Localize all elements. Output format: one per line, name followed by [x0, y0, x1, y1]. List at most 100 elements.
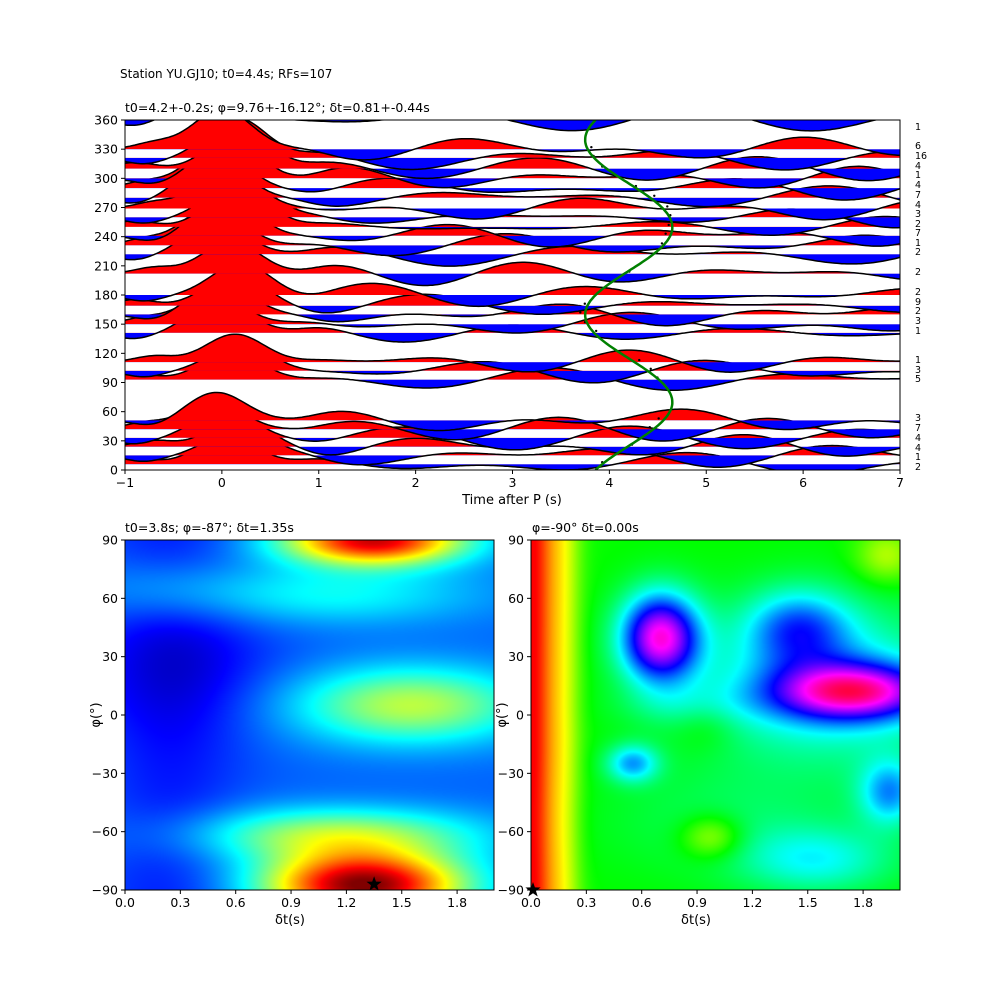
- trace-marker: [649, 367, 652, 371]
- rf-y-tick-label: 360: [94, 113, 118, 128]
- misfit-panel-left: t0=3.8s; φ=-87°; δt=1.35s 0.0 0.3 0.6 0.9 1.…: [89, 520, 495, 928]
- trace-negative-fill: [125, 362, 900, 373]
- trace-negative-fill: [125, 370, 900, 383]
- heatmap-x-tick-label: 1.8: [447, 895, 467, 910]
- trace-count-label: 1: [915, 355, 921, 366]
- rf-y-tick-label: 330: [94, 142, 118, 157]
- heatmap-x-tick-label: 1.5: [392, 895, 412, 910]
- trace-marker: [590, 145, 593, 149]
- heatmap-x-tick-label: 0.3: [170, 895, 190, 910]
- trace-positive-fill: [125, 138, 900, 179]
- trace-negative-fill: [125, 254, 900, 267]
- heatmap-y-tick-label: −90: [498, 883, 524, 898]
- rf-y-tick-label: 60: [102, 404, 118, 419]
- trace-marker: [660, 242, 664, 245]
- rf-x-tick-label: 0: [218, 475, 226, 490]
- t0-curve-layer: [583, 120, 674, 470]
- trace-positive-fill: [125, 392, 900, 421]
- trace-negative-fill: [323, 245, 797, 256]
- trace-count-label: 1: [915, 122, 921, 133]
- trace-negative-fill: [125, 332, 900, 343]
- trace-negative-fill: [373, 273, 900, 286]
- rf-x-tick-label: −1: [116, 475, 134, 490]
- heatmap-x-tick-label: 0.6: [226, 895, 246, 910]
- heatmap-x-tick-label: 1.2: [742, 895, 762, 910]
- heatmap-y-tick-label: 90: [102, 533, 118, 548]
- trace-negative-fill: [125, 208, 900, 220]
- best-fit-star: [525, 882, 541, 897]
- trace-negative-fill: [125, 455, 778, 468]
- trace-line: [125, 120, 900, 171]
- trace-line: [125, 120, 879, 132]
- trace-negative-fill: [125, 217, 900, 228]
- rf-y-tick-label: 210: [94, 258, 118, 273]
- trace-count-label: 9: [915, 297, 921, 308]
- rf-x-tick-label: 1: [315, 475, 323, 490]
- rf-x-label: Time after P (s): [461, 493, 562, 508]
- trace-marker: [657, 417, 660, 420]
- right-x-label: δt(s): [681, 913, 711, 928]
- rf-x-tick-label: 4: [605, 475, 613, 490]
- left-best-star: [366, 876, 382, 891]
- left-y-axis: 90 60 30 0 −30 −60 −90: [92, 533, 125, 898]
- trace-count-label: 2: [915, 219, 921, 230]
- trace-count-label: 3: [915, 413, 921, 424]
- heatmap-y-tick-label: −90: [92, 883, 118, 898]
- trace-count-label: 1: [915, 326, 921, 337]
- trace-line: [125, 120, 900, 161]
- trace-count-label: 7: [915, 228, 921, 239]
- trace-count-label: 2: [915, 247, 921, 258]
- trace-marker: [594, 329, 598, 333]
- heatmap-y-tick-label: 0: [516, 708, 524, 723]
- trace-marker: [666, 205, 669, 208]
- t0-curve: [583, 120, 674, 470]
- heatmap-x-tick-label: 0.0: [115, 895, 135, 910]
- figure-title: Station YU.GJ10; t0=4.4s; RFs=107: [120, 67, 333, 81]
- trace-count-label: 4: [915, 443, 921, 454]
- trace-marker: [664, 232, 667, 235]
- rf-y-tick-label: 90: [102, 375, 118, 390]
- rf-traces: [125, 120, 900, 470]
- trace-count-label: 4: [915, 161, 921, 172]
- rf-x-tick-label: 2: [412, 475, 420, 490]
- trace-count-label: 1: [915, 238, 921, 249]
- trace-line: [125, 333, 900, 373]
- trace-line: [125, 391, 900, 432]
- trace-count-label: 6: [915, 141, 921, 152]
- rf-y-tick-label: 300: [94, 171, 118, 186]
- trace-positive-fill: [125, 148, 787, 189]
- heatmap-y-tick-label: 90: [508, 533, 524, 548]
- trace-positive-fill: [125, 351, 900, 380]
- heatmap-y-tick-label: −30: [498, 766, 524, 781]
- trace-negative-fill: [368, 168, 900, 181]
- trace-marker: [667, 223, 670, 227]
- trace-count-label: 4: [915, 433, 921, 444]
- rf-panel: t0=4.2+-0.2s; φ=9.76+-16.12°; δt=0.81+-0…: [94, 100, 927, 508]
- heatmap-y-tick-label: 30: [102, 649, 118, 664]
- right-best-star: [525, 882, 541, 897]
- right-y-label: φ(°): [495, 702, 510, 727]
- right-heatmap-canvas: [531, 540, 900, 890]
- rf-y-tick-label: 240: [94, 229, 118, 244]
- trace-negative-fill: [125, 314, 729, 326]
- trace-count-label: 16: [915, 151, 927, 162]
- trace-marker: [638, 358, 641, 362]
- right-y-axis: 90 60 30 0 −30 −60 −90: [498, 533, 531, 898]
- trace-count-label: 2: [915, 267, 921, 278]
- heatmap-y-tick-label: 30: [508, 649, 524, 664]
- rf-panel-title: t0=4.2+-0.2s; φ=9.76+-16.12°; δt=0.81+-0…: [125, 100, 430, 115]
- rf-x-tick-label: 3: [509, 475, 517, 490]
- trace-marker: [579, 311, 582, 314]
- heatmap-x-tick-label: 0.6: [632, 895, 652, 910]
- heatmap-y-tick-label: −60: [498, 824, 524, 839]
- trace-count-label: 3: [915, 209, 921, 220]
- trace-negative-fill: [125, 157, 850, 170]
- rf-y-axis: 0 30 60 90 120 150 180 210 240 270 300 330 360: [94, 113, 125, 478]
- trace-count-label: 2: [915, 306, 921, 317]
- heatmap-y-tick-label: 0: [110, 708, 118, 723]
- heatmap-x-tick-label: 0.9: [687, 895, 707, 910]
- rf-y-tick-label: 270: [94, 200, 118, 215]
- rf-y-tick-label: 150: [94, 317, 118, 332]
